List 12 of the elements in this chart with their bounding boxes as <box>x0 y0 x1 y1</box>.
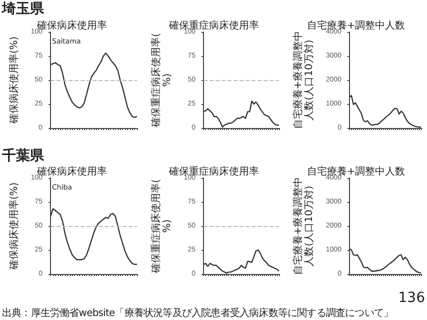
y-axis-title: 確保病床使用率(%) <box>8 182 20 271</box>
y-axis-title: 確保重症病床使用率(%) <box>150 32 173 128</box>
y-axis-title: 自宅療養+療養調整中人数(人口10万対) <box>292 30 315 130</box>
text: 埼玉県 <box>2 0 44 18</box>
y-axis-title: 確保重症病床使用率(%) <box>150 178 173 274</box>
source-note: 出典：厚生労働省website「療養状況等及び入院患者受入病床数等に関する調査について」 <box>2 306 394 320</box>
text: 136 <box>398 290 425 306</box>
line-series <box>50 52 138 118</box>
y-axis-title: 自宅療養+療養調整中人数(人口10万対) <box>292 176 315 276</box>
text: 千葉県 <box>2 147 44 165</box>
y-axis-title: 確保病床使用率(%) <box>8 36 20 125</box>
line-series <box>50 208 138 265</box>
